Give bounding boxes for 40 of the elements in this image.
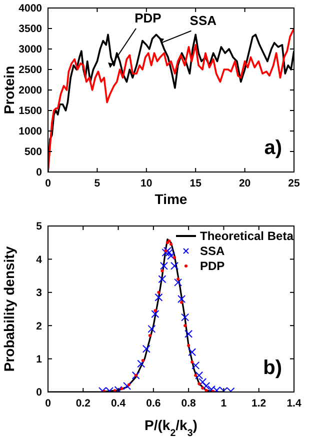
x-tick-label: 0.4 xyxy=(110,397,126,410)
legend-label: PDP xyxy=(200,259,225,273)
x-tick-label: 0 xyxy=(45,177,52,190)
annotation: PDP xyxy=(134,10,162,26)
y-tick-label: 1 xyxy=(36,354,42,366)
y-tick-label: 0 xyxy=(36,166,42,179)
x-tick-label: 1.2 xyxy=(252,397,266,410)
x-axis-title: P/(k$_{2}$/k$_{3}$) xyxy=(144,417,198,438)
y-tick-label: 500 xyxy=(24,146,42,158)
y-tick-label: 2500 xyxy=(18,64,42,76)
x-tick-label: 5 xyxy=(94,177,100,190)
x-tick-label: 25 xyxy=(288,177,300,190)
x-tick-label: 1.4 xyxy=(286,397,302,410)
x-tick-label: 1 xyxy=(220,397,227,410)
y-tick-label: 4000 xyxy=(18,2,42,15)
y-tick-label: 1000 xyxy=(18,126,42,138)
legend-label: SSA xyxy=(200,244,226,258)
x-tick-label: 0.2 xyxy=(76,397,91,410)
y-tick-label: 5 xyxy=(36,220,42,233)
x-tick-label: 0.6 xyxy=(146,397,161,410)
y-tick-label: 2000 xyxy=(18,84,42,97)
legend-label: Theoretical Beta xyxy=(200,229,294,243)
y-tick-label: 3500 xyxy=(18,23,42,36)
annotation: SSA xyxy=(190,12,218,28)
x-tick-label: 0 xyxy=(45,397,52,410)
y-axis-title: Protein xyxy=(1,66,17,114)
y-tick-label: 3 xyxy=(36,287,42,300)
y-tick-label: 3000 xyxy=(18,44,42,56)
y-axis-title: Probability density xyxy=(1,246,17,372)
annotation: b) xyxy=(263,357,282,379)
y-tick-label: 4 xyxy=(36,254,42,266)
x-tick-label: 0.8 xyxy=(181,397,196,410)
x-tick-label: 15 xyxy=(190,177,202,190)
annotation: a) xyxy=(264,137,282,159)
y-tick-label: 2 xyxy=(36,320,42,332)
x-tick-label: 10 xyxy=(140,177,152,190)
y-tick-label: 0 xyxy=(36,386,42,399)
x-axis-title: Time xyxy=(154,191,188,207)
y-tick-label: 1500 xyxy=(18,105,42,118)
x-tick-label: 20 xyxy=(238,177,251,190)
